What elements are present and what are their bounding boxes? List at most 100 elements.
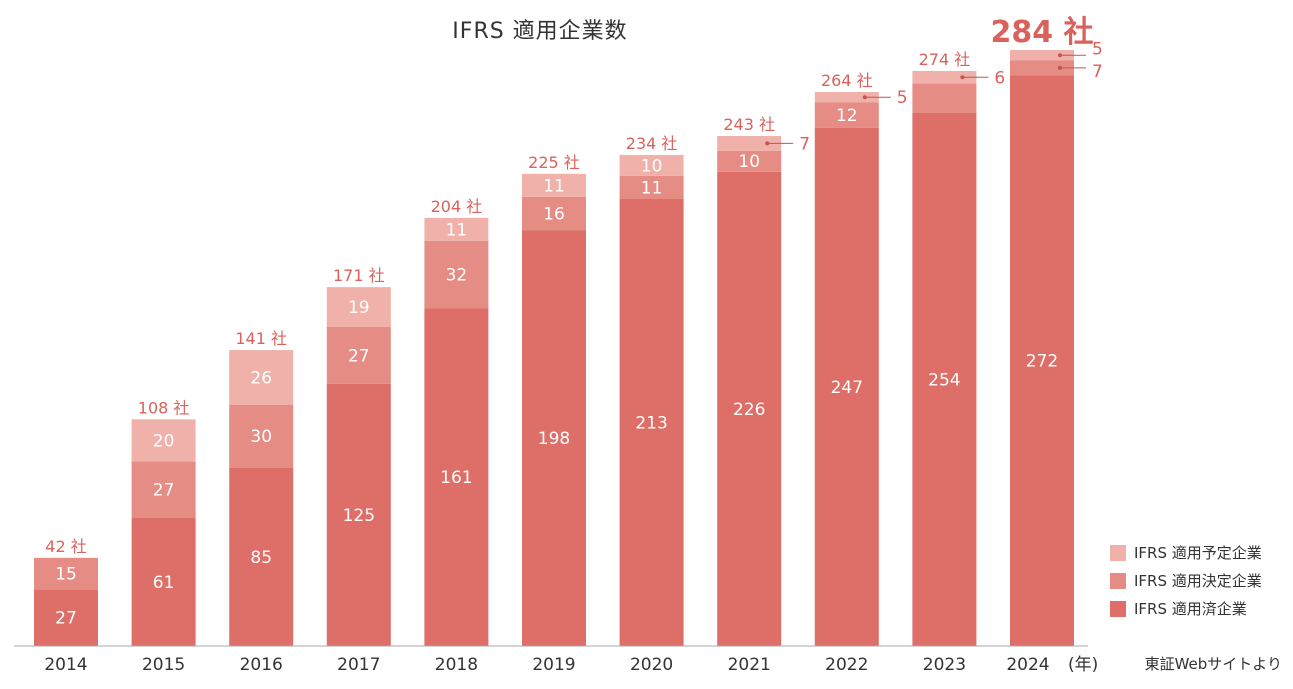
bar-segment-2023-s0 xyxy=(912,112,977,646)
bar-segment-2015-s1 xyxy=(131,461,196,518)
x-axis-unit-label: (年) xyxy=(1068,655,1098,675)
callout-label-2023-s2: 6 xyxy=(994,68,1005,88)
bar-segment-2018-s0 xyxy=(424,308,489,646)
bar-segment-2016-s1 xyxy=(229,404,294,468)
segment-label-2021-s0: 226 xyxy=(733,400,765,420)
bar-segment-2018-s1 xyxy=(424,240,489,309)
total-label-2014: 42 社 xyxy=(45,537,86,556)
bar-segment-2015-s2 xyxy=(131,419,196,462)
x-tick-2023: 2023 xyxy=(923,655,966,675)
callout-label-2024-s1: 7 xyxy=(1092,62,1103,82)
bar-segment-2023-s1 xyxy=(912,83,977,113)
x-tick-2017: 2017 xyxy=(337,655,380,675)
segment-label-2020-s2: 10 xyxy=(641,156,663,176)
total-label-2021: 243 社 xyxy=(723,115,775,134)
callout-label-2024-s2: 5 xyxy=(1092,39,1103,59)
segment-label-2020-s0: 213 xyxy=(635,414,667,434)
bar-segment-2024-s1 xyxy=(1010,60,1074,76)
bar-segment-2022-s0 xyxy=(814,127,879,646)
segment-label-2022-s1: 12 xyxy=(836,106,858,126)
segment-label-2016-s0: 85 xyxy=(250,548,272,568)
callouts: 7 5 6 5 7 xyxy=(765,39,1103,154)
segment-label-2018-s2: 11 xyxy=(446,220,468,240)
segment-label-2020-s1: 11 xyxy=(641,178,663,198)
segment-label-2022-s0: 247 xyxy=(831,378,863,398)
segment-label-2014-s0: 27 xyxy=(55,609,77,629)
total-label-2015: 108 社 xyxy=(138,398,190,417)
legend-swatch-0 xyxy=(1110,601,1126,617)
segment-label-2016-s2: 26 xyxy=(250,368,272,388)
x-tick-2015: 2015 xyxy=(142,655,185,675)
segment-label-2018-s1: 32 xyxy=(446,266,468,286)
bar-segment-2014-s0 xyxy=(34,589,98,646)
bar-segment-2020-s1 xyxy=(619,175,684,199)
segment-label-2015-s1: 27 xyxy=(153,481,175,501)
bar-segment-2020-s2 xyxy=(619,154,684,176)
segment-label-2017-s1: 27 xyxy=(348,346,370,366)
segment-label-2019-s1: 16 xyxy=(543,205,565,225)
bar-segment-2017-s1 xyxy=(326,327,391,384)
segment-label-2019-s2: 11 xyxy=(543,176,565,196)
segment-label-2015-s0: 61 xyxy=(153,573,175,593)
segment-label-2017-s0: 125 xyxy=(343,506,375,526)
chart-title: IFRS 適用企業数 xyxy=(452,19,627,44)
total-label-2016: 141 社 xyxy=(235,329,287,348)
bars xyxy=(34,50,1074,647)
segment-label-2024-s0: 272 xyxy=(1026,352,1058,372)
segment-label-2021-s1: 10 xyxy=(738,152,760,172)
x-tick-2022: 2022 xyxy=(825,655,868,675)
x-tick-2018: 2018 xyxy=(435,655,478,675)
bar-segment-2016-s2 xyxy=(229,350,294,405)
bar-segment-2019-s0 xyxy=(522,230,586,647)
segment-label-2015-s2: 20 xyxy=(153,431,175,451)
segment-label-2016-s1: 30 xyxy=(250,427,272,447)
x-tick-2024: 2024 xyxy=(1006,655,1049,675)
total-label-2018: 204 社 xyxy=(431,197,483,216)
legend-label-1: IFRS 適用決定企業 xyxy=(1134,572,1262,590)
bar-segment-2021-s2 xyxy=(717,136,782,151)
bar-segment-2024-s0 xyxy=(1010,75,1074,647)
bar-segment-2015-s0 xyxy=(131,517,196,646)
segment-label-2014-s1: 15 xyxy=(55,565,77,585)
segment-label-2018-s0: 161 xyxy=(440,468,472,488)
callout-label-2022-s2: 5 xyxy=(897,88,908,108)
source-note: 東証Webサイトより xyxy=(1145,655,1282,673)
total-label-2024: 284 社 xyxy=(990,15,1093,50)
bar-segment-2021-s1 xyxy=(717,150,782,172)
x-tick-2019: 2019 xyxy=(532,655,575,675)
bar-segment-2018-s2 xyxy=(424,217,489,241)
bar-segment-2016-s0 xyxy=(229,467,294,646)
bar-segment-2017-s2 xyxy=(326,287,391,328)
legend-label-0: IFRS 適用済企業 xyxy=(1134,600,1247,618)
bar-segment-2022-s2 xyxy=(814,91,879,103)
bar-segment-2020-s0 xyxy=(619,199,684,646)
bar-segment-2022-s1 xyxy=(814,102,879,128)
bar-segment-2024-s2 xyxy=(1010,50,1074,61)
x-tick-2014: 2014 xyxy=(44,655,87,675)
bar-segment-2019-s2 xyxy=(522,173,586,197)
legend-swatch-2 xyxy=(1110,545,1126,561)
segment-label-2017-s2: 19 xyxy=(348,298,370,318)
total-label-2020: 234 社 xyxy=(626,134,678,153)
bar-segment-2023-s2 xyxy=(912,70,977,84)
x-tick-2020: 2020 xyxy=(630,655,673,675)
x-tick-2016: 2016 xyxy=(240,655,283,675)
callout-label-2021-s2: 7 xyxy=(799,134,810,154)
legend-label-2: IFRS 適用予定企業 xyxy=(1134,544,1262,562)
bar-segment-2021-s0 xyxy=(717,171,782,646)
legend-swatch-1 xyxy=(1110,573,1126,589)
x-tick-2021: 2021 xyxy=(728,655,771,675)
total-label-2023: 274 社 xyxy=(919,50,971,69)
segment-label-2019-s0: 198 xyxy=(538,429,570,449)
segment-label-2023-s0: 254 xyxy=(928,370,960,390)
x-axis-ticks: 2014 2015 2016 2017 2018 2019 2020 2021 2022 2023… xyxy=(44,655,1098,675)
bar-segment-2019-s1 xyxy=(522,196,586,231)
total-label-2017: 171 社 xyxy=(333,266,385,285)
bar-segment-2014-s1 xyxy=(34,557,98,590)
legend: IFRS 適用予定企業 IFRS 適用決定企業 IFRS 適用済企業 xyxy=(1110,544,1262,618)
total-label-2022: 264 社 xyxy=(821,71,873,90)
total-label-2019: 225 社 xyxy=(528,153,580,172)
bar-segment-2017-s0 xyxy=(326,383,391,646)
